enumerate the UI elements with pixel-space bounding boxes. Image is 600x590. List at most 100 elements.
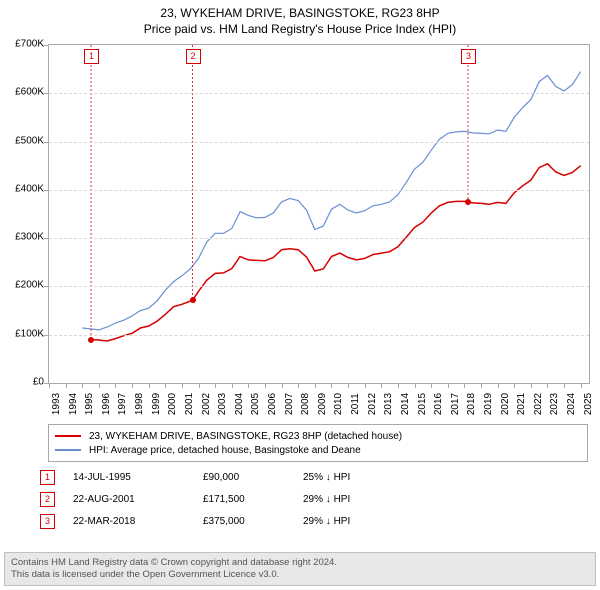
xtick-label: 1997	[117, 393, 128, 415]
xtick-mark	[298, 383, 299, 388]
ytick-mark	[44, 190, 49, 191]
legend-row: HPI: Average price, detached house, Basi…	[55, 443, 581, 457]
xtick-label: 2011	[350, 393, 361, 415]
xtick-label: 2000	[167, 393, 178, 415]
xtick-mark	[199, 383, 200, 388]
ytick-mark	[44, 238, 49, 239]
marker-table-row: 114-JUL-1995£90,00025% ↓ HPI	[40, 466, 393, 488]
xtick-mark	[215, 383, 216, 388]
xtick-label: 2023	[549, 393, 560, 415]
legend-label: HPI: Average price, detached house, Basi…	[89, 445, 361, 456]
title-subtitle: Price paid vs. HM Land Registry's House …	[0, 22, 600, 36]
title-block: 23, WYKEHAM DRIVE, BASINGSTOKE, RG23 8HP…	[0, 0, 600, 36]
xtick-label: 1998	[134, 393, 145, 415]
xtick-label: 1995	[84, 393, 95, 415]
xtick-mark	[431, 383, 432, 388]
marker-box: 2	[40, 492, 55, 507]
xtick-label: 1996	[101, 393, 112, 415]
xtick-mark	[165, 383, 166, 388]
marker-dot	[88, 337, 94, 343]
xtick-mark	[498, 383, 499, 388]
gridline	[49, 142, 589, 143]
xtick-mark	[282, 383, 283, 388]
title-address: 23, WYKEHAM DRIVE, BASINGSTOKE, RG23 8HP	[0, 6, 600, 20]
xtick-label: 2006	[267, 393, 278, 415]
xtick-label: 2003	[217, 393, 228, 415]
xtick-mark	[149, 383, 150, 388]
xtick-label: 2012	[367, 393, 378, 415]
xtick-label: 2015	[417, 393, 428, 415]
xtick-label: 2013	[383, 393, 394, 415]
xtick-label: 1994	[68, 393, 79, 415]
marker-date: 22-AUG-2001	[73, 494, 203, 505]
plot-area: 123	[48, 44, 590, 384]
xtick-label: 2021	[516, 393, 527, 415]
xtick-label: 2019	[483, 393, 494, 415]
marker-pct: 29% ↓ HPI	[303, 494, 393, 505]
marker-dot	[465, 199, 471, 205]
gridline	[49, 190, 589, 191]
xtick-label: 2009	[317, 393, 328, 415]
marker-box: 3	[461, 49, 476, 64]
gridline	[49, 286, 589, 287]
marker-price: £90,000	[203, 472, 303, 483]
ytick-label: £100K	[15, 328, 44, 339]
gridline	[49, 335, 589, 336]
legend-label: 23, WYKEHAM DRIVE, BASINGSTOKE, RG23 8HP…	[89, 431, 402, 442]
xtick-label: 2001	[184, 393, 195, 415]
xtick-mark	[99, 383, 100, 388]
legend-swatch-hpi	[55, 449, 81, 451]
xtick-label: 2022	[533, 393, 544, 415]
xtick-label: 2014	[400, 393, 411, 415]
xtick-label: 2005	[250, 393, 261, 415]
ytick-label: £300K	[15, 232, 44, 243]
marker-box: 1	[84, 49, 99, 64]
marker-pct: 25% ↓ HPI	[303, 472, 393, 483]
marker-table-row: 322-MAR-2018£375,00029% ↓ HPI	[40, 510, 393, 532]
xtick-label: 2025	[583, 393, 594, 415]
ytick-label: £500K	[15, 135, 44, 146]
xtick-mark	[248, 383, 249, 388]
xtick-mark	[547, 383, 548, 388]
xtick-mark	[315, 383, 316, 388]
chart-svg	[49, 45, 589, 383]
xtick-label: 2017	[450, 393, 461, 415]
xtick-label: 1993	[51, 393, 62, 415]
xtick-mark	[348, 383, 349, 388]
xtick-mark	[415, 383, 416, 388]
xtick-mark	[531, 383, 532, 388]
xtick-mark	[265, 383, 266, 388]
ytick-mark	[44, 142, 49, 143]
xtick-label: 2010	[333, 393, 344, 415]
xtick-mark	[182, 383, 183, 388]
xtick-label: 2007	[284, 393, 295, 415]
xtick-mark	[481, 383, 482, 388]
marker-pct: 29% ↓ HPI	[303, 516, 393, 527]
legend-row: 23, WYKEHAM DRIVE, BASINGSTOKE, RG23 8HP…	[55, 429, 581, 443]
xtick-mark	[232, 383, 233, 388]
xtick-label: 2008	[300, 393, 311, 415]
xtick-mark	[398, 383, 399, 388]
xtick-mark	[464, 383, 465, 388]
footer: Contains HM Land Registry data © Crown c…	[4, 552, 596, 586]
xtick-mark	[564, 383, 565, 388]
chart-container: 23, WYKEHAM DRIVE, BASINGSTOKE, RG23 8HP…	[0, 0, 600, 590]
xtick-label: 2002	[201, 393, 212, 415]
xtick-mark	[514, 383, 515, 388]
ytick-mark	[44, 93, 49, 94]
gridline	[49, 238, 589, 239]
xtick-mark	[331, 383, 332, 388]
gridline	[49, 93, 589, 94]
footer-line: This data is licensed under the Open Gov…	[11, 569, 589, 581]
xtick-label: 2024	[566, 393, 577, 415]
marker-date: 14-JUL-1995	[73, 472, 203, 483]
xtick-mark	[381, 383, 382, 388]
xtick-mark	[115, 383, 116, 388]
xtick-mark	[82, 383, 83, 388]
xtick-label: 2016	[433, 393, 444, 415]
marker-price: £375,000	[203, 516, 303, 527]
xtick-mark	[448, 383, 449, 388]
legend-swatch-price-paid	[55, 435, 81, 437]
legend: 23, WYKEHAM DRIVE, BASINGSTOKE, RG23 8HP…	[48, 424, 588, 462]
ytick-mark	[44, 45, 49, 46]
